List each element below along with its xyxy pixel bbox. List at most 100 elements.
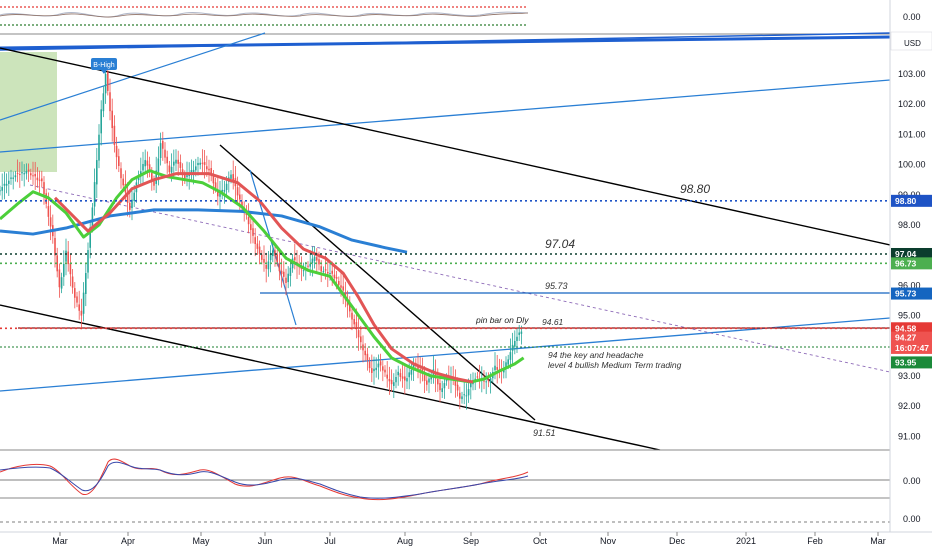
candle-body xyxy=(76,296,78,303)
candle-body xyxy=(371,368,373,373)
candle-body xyxy=(166,156,168,164)
descending-trendline-bottom xyxy=(0,304,661,451)
candle-body xyxy=(217,190,219,197)
candle-body xyxy=(5,183,8,186)
candle-body xyxy=(239,194,241,200)
candle-body xyxy=(485,381,487,383)
candle-body xyxy=(54,237,56,256)
candle-body xyxy=(426,380,428,385)
time-axis[interactable]: Mar Apr May Jun Jul Aug Sep Oct Nov Dec 2021 Feb Mar xyxy=(0,531,932,546)
candle-body xyxy=(241,201,243,207)
top-panel-tick: 0.00 xyxy=(903,12,921,22)
candle-body xyxy=(151,173,153,181)
candle-body xyxy=(252,228,254,236)
candle-body xyxy=(162,140,164,149)
candle-body xyxy=(177,159,179,164)
candle-body xyxy=(250,224,252,231)
upper-channel-line xyxy=(0,79,891,153)
candle-body xyxy=(520,331,523,334)
candle-body xyxy=(441,388,443,393)
price-badge-label: 96.73 xyxy=(895,258,917,268)
candle-body xyxy=(247,216,250,225)
candle-body xyxy=(269,254,272,261)
candle-body xyxy=(518,332,520,335)
candle-body xyxy=(331,270,333,274)
candle-body xyxy=(283,271,285,277)
y-tick-label: 102.00 xyxy=(898,99,926,109)
candle-body xyxy=(43,182,45,195)
price-badge xyxy=(891,331,932,344)
candle-body xyxy=(496,367,498,370)
candle-body xyxy=(195,166,197,171)
candle-body xyxy=(353,319,355,325)
candle-body xyxy=(36,177,39,181)
y-tick-label: 98.00 xyxy=(898,220,921,230)
price-scale[interactable]: 103.00102.00101.00100.0099.0098.0097.009… xyxy=(889,0,932,532)
candle-body xyxy=(190,170,193,174)
candle-body xyxy=(69,263,72,275)
x-tick-label: May xyxy=(192,536,210,546)
candle-body xyxy=(71,276,74,288)
candle-body xyxy=(25,170,28,174)
candle-body xyxy=(219,193,221,197)
candle-body xyxy=(223,189,226,192)
y-tick-label: 93.00 xyxy=(898,371,921,381)
candle-body xyxy=(118,156,120,167)
candle-body xyxy=(322,271,325,273)
x-tick-label: 2021 xyxy=(736,536,756,546)
main-price-pane[interactable]: B-High 98.80 97.04 95.73 pin bar on Dly 94.61… xyxy=(0,32,891,451)
candle-body xyxy=(254,237,256,245)
rising-line xyxy=(0,32,266,121)
candle-body xyxy=(221,189,223,192)
label-95-73: 95.73 xyxy=(545,281,568,291)
y-tick-label: 96.00 xyxy=(898,280,921,290)
candle-body xyxy=(379,361,382,366)
candle-body xyxy=(98,134,100,161)
candle-body xyxy=(428,378,430,383)
price-badge-label: 97.04 xyxy=(895,249,917,259)
candle-body xyxy=(115,145,118,158)
horizontal-levels xyxy=(0,200,890,330)
channel-top-line-2 xyxy=(0,32,891,51)
candle-body xyxy=(327,271,329,274)
candle-body xyxy=(401,376,404,379)
candle-body xyxy=(109,92,111,112)
candle-body xyxy=(373,368,375,372)
dashed-diagonal xyxy=(29,184,891,373)
y-tick-label: 103.00 xyxy=(898,69,926,79)
candle-body xyxy=(78,304,80,311)
candle-body xyxy=(434,371,437,379)
candle-body xyxy=(514,340,516,347)
candle-body xyxy=(142,163,144,171)
candle-body xyxy=(307,265,309,267)
candle-body xyxy=(309,263,311,267)
candle-body xyxy=(417,366,419,370)
price-badge xyxy=(891,287,932,300)
drawn-trendlines xyxy=(0,32,891,451)
candle-body xyxy=(32,175,34,177)
candle-body xyxy=(148,164,151,172)
candle-body xyxy=(192,169,195,173)
label-91-51: 91.51 xyxy=(533,428,556,438)
candle-body xyxy=(210,168,212,176)
candle-body xyxy=(34,174,36,177)
candle-body xyxy=(511,344,514,351)
candle-body xyxy=(505,362,507,368)
candle-body xyxy=(476,376,479,378)
price-badge-label: 94.27 xyxy=(895,333,917,343)
candle-body xyxy=(287,273,289,283)
label-97-04: 97.04 xyxy=(545,237,575,251)
candle-body xyxy=(388,378,391,382)
candle-body xyxy=(267,261,270,270)
candle-body xyxy=(404,376,406,381)
descending-trendline-top xyxy=(0,47,891,246)
candle-body xyxy=(126,194,129,203)
x-tick-label: Sep xyxy=(463,536,479,546)
candle-body xyxy=(272,250,274,257)
candle-body xyxy=(65,250,67,262)
label-94-61: 94.61 xyxy=(542,317,564,327)
candle-body xyxy=(483,380,485,382)
price-badge xyxy=(891,257,932,270)
candle-body xyxy=(318,259,320,265)
